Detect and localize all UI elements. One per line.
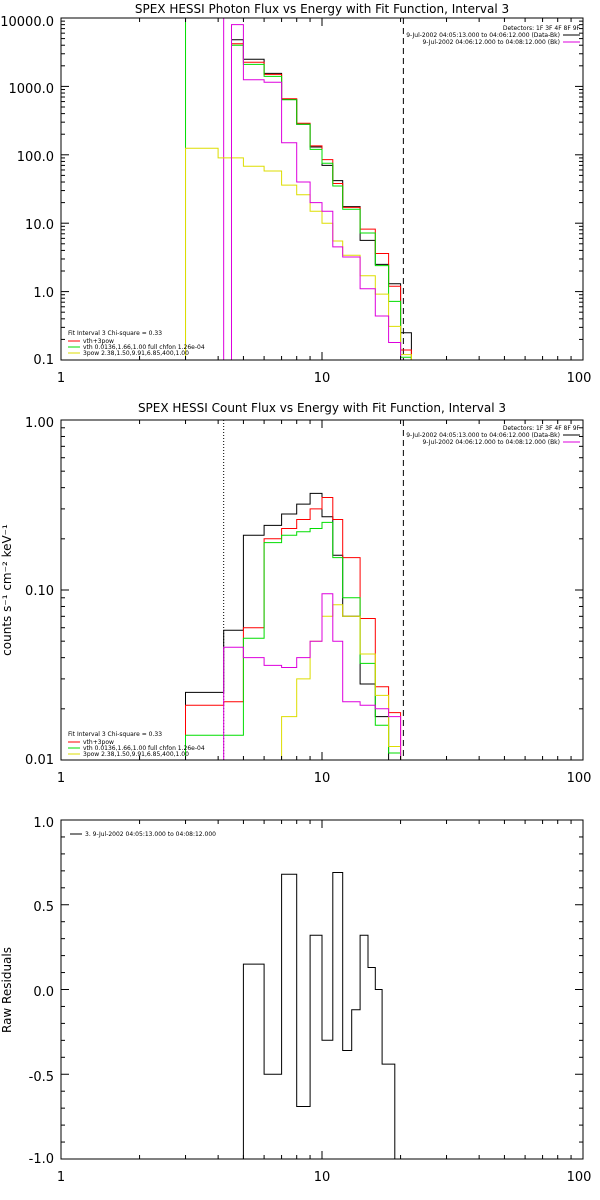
photon-flux-ytick-label: 10.0 bbox=[25, 218, 54, 233]
count-flux-fit-legend-3pow: 3pow 2.38,1.50,9.91,6.85,400,1.00 bbox=[83, 751, 189, 758]
count-flux-xtick-label: 10 bbox=[314, 771, 331, 786]
residuals-xtick-label: 10 bbox=[314, 1170, 331, 1185]
photon-flux-fit-legend-3pow: 3pow 2.38,1.50,9.91,6.85,400,1.00 bbox=[83, 350, 189, 357]
count-flux-ylabel: counts s⁻¹ cm⁻² keV⁻¹ bbox=[0, 524, 14, 656]
residuals-ylabel: Raw Residuals bbox=[0, 947, 14, 1033]
count-flux-series-bk bbox=[223, 593, 402, 760]
photon-flux-xtick-label: 100 bbox=[567, 371, 592, 386]
photon-flux-fit-legend-title: Fit Interval 3 Chi-square = 0.33 bbox=[68, 330, 162, 337]
count-flux-legend-bk: 9-Jul-2002 04:06:12.000 to 04:08:12.000 … bbox=[422, 439, 560, 446]
photon-flux-detectors-label: Detectors: 1F 3F 4F 8F 9F bbox=[503, 25, 581, 32]
count-flux-tick-marks bbox=[60, 419, 584, 761]
count-flux-ytick-label: 1.00 bbox=[25, 416, 54, 431]
photon-flux-xtick-label: 10 bbox=[314, 371, 331, 386]
count-flux-fit-legend-total: vth+3pow bbox=[83, 739, 114, 746]
photon-flux-fit-legend-total: vth+3pow bbox=[83, 338, 114, 345]
residuals-ytick-label: 1.0 bbox=[33, 816, 54, 831]
residuals-ytick-label: 0.5 bbox=[33, 900, 54, 915]
residuals-series-residuals bbox=[218, 872, 396, 1160]
count-flux-series-data-bk bbox=[185, 492, 390, 760]
photon-flux-ytick-label: 1000.0 bbox=[9, 82, 55, 97]
photon-flux-series-bk bbox=[231, 24, 402, 360]
count-flux-ytick-label: 0.01 bbox=[25, 753, 54, 768]
count-flux-fit-legend-title: Fit Interval 3 Chi-square = 0.33 bbox=[68, 731, 162, 738]
residuals-legend-label: 3. 9-Jul-2002 04:05:13.000 to 04:08:12.0… bbox=[85, 831, 216, 838]
photon-flux-series-vth bbox=[231, 44, 412, 360]
photon-flux-ytick-label: 1.0 bbox=[33, 286, 54, 301]
count-flux-xtick-label: 1 bbox=[57, 771, 65, 786]
residuals-series bbox=[218, 872, 396, 1160]
count-flux-series-3pow bbox=[281, 604, 402, 760]
photon-flux-panel: SPEX HESSI Photon Flux vs Energy with Fi… bbox=[0, 2, 591, 386]
count-flux-series-vth bbox=[185, 521, 402, 760]
residuals-tick-marks bbox=[60, 819, 584, 1160]
residuals-xtick-label: 1 bbox=[57, 1170, 65, 1185]
photon-flux-tick-marks bbox=[60, 17, 584, 361]
count-flux-ytick-label: 0.10 bbox=[25, 584, 54, 599]
photon-flux-fit-legend-vth: vth 0.0136,1.66,1.00 full chfon 1.26e-04 bbox=[83, 344, 205, 351]
count-flux-plot-area bbox=[223, 420, 404, 760]
count-flux-panel: SPEX HESSI Count Flux vs Energy with Fit… bbox=[0, 401, 591, 786]
photon-flux-series bbox=[185, 24, 412, 360]
photon-flux-title: SPEX HESSI Photon Flux vs Energy with Fi… bbox=[135, 2, 509, 16]
count-flux-fit-legend-vth: vth 0.0136,1.66,1.00 full chfon 1.26e-04 bbox=[83, 745, 205, 752]
photon-flux-legend-bk: 9-Jul-2002 04:06:12.000 to 04:08:12.000 … bbox=[422, 39, 560, 46]
residuals-ytick-label: 0.0 bbox=[33, 985, 54, 1000]
residuals-ytick-label: -1.0 bbox=[29, 1152, 54, 1167]
count-flux-title: SPEX HESSI Count Flux vs Energy with Fit… bbox=[138, 401, 506, 415]
residuals-panel: 1.0 0.5 0.0 -0.5 -1.0 1 10 100 Raw Resid… bbox=[0, 816, 591, 1185]
photon-flux-ytick-label: 10000.0 bbox=[0, 15, 54, 30]
residuals-ytick-label: -0.5 bbox=[29, 1070, 54, 1085]
photon-flux-ytick-label: 100.0 bbox=[17, 150, 54, 165]
count-flux-detectors-label: Detectors: 1F 3F 4F 8F 9F bbox=[503, 425, 581, 432]
residuals-xtick-label: 100 bbox=[567, 1170, 592, 1185]
photon-flux-xtick-label: 1 bbox=[57, 371, 65, 386]
photon-flux-legend-data: 9-Jul-2002 04:05:13.000 to 04:06:12.000 … bbox=[406, 32, 560, 39]
count-flux-series bbox=[185, 492, 402, 760]
count-flux-legend-data: 9-Jul-2002 04:05:13.000 to 04:06:12.000 … bbox=[406, 432, 560, 439]
photon-flux-ytick-label: 0.1 bbox=[33, 353, 54, 368]
count-flux-xtick-label: 100 bbox=[567, 771, 592, 786]
